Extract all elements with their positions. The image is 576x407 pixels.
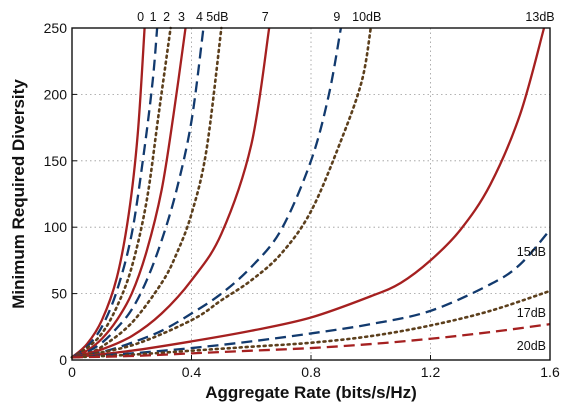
curve-labels: 0 1 2 3 4 5dB 7 9 10dB 13dB 15dB 17dB 20dB <box>137 10 555 353</box>
series-line-0 <box>71 27 146 359</box>
series-line-10db <box>70 26 373 359</box>
y-ticks: 0 50 100 150 200 250 <box>44 20 77 368</box>
series-line-7 <box>71 27 271 359</box>
series-line-3 <box>71 27 187 359</box>
series-line-1 <box>71 27 159 359</box>
x-tick-label: 1.2 <box>421 364 441 380</box>
y-tick-label: 0 <box>59 352 67 368</box>
grid <box>72 28 550 360</box>
curve-label: 15dB <box>517 245 546 259</box>
y-axis-title: Minimum Required Diversity <box>9 79 28 309</box>
curve-label: 0 <box>137 10 144 24</box>
series-line-4 <box>71 27 205 359</box>
x-tick-label: 1.6 <box>540 364 560 380</box>
curve-label: 5dB <box>206 10 228 24</box>
curve-label: 13dB <box>525 10 554 24</box>
series-line-9 <box>71 27 343 359</box>
x-tick-label: 0.4 <box>182 364 202 380</box>
series-line-20db <box>71 323 551 359</box>
y-tick-label: 150 <box>44 153 68 169</box>
curve-label: 7 <box>262 10 269 24</box>
series-line-13db <box>71 27 546 359</box>
series-line-2 <box>70 26 172 359</box>
y-tick-label: 250 <box>44 20 68 36</box>
curve-label: 3 <box>178 10 185 24</box>
curve-label: 4 <box>196 10 203 24</box>
curve-label: 17dB <box>517 306 546 320</box>
y-tick-label: 200 <box>44 86 68 102</box>
x-tick-label: 0 <box>68 364 76 380</box>
curves <box>70 26 552 359</box>
curve-label: 9 <box>333 10 340 24</box>
curve-label: 2 <box>163 10 170 24</box>
x-axis-title: Aggregate Rate (bits/s/Hz) <box>205 383 417 402</box>
curve-label: 1 <box>150 10 157 24</box>
curve-label: 20dB <box>517 339 546 353</box>
series-line-17db <box>70 289 552 359</box>
y-tick-label: 50 <box>51 286 67 302</box>
x-tick-label: 0.8 <box>301 364 321 380</box>
y-tick-label: 100 <box>44 219 68 235</box>
series-line-15db <box>71 229 551 359</box>
x-ticks: 0 0.4 0.8 1.2 1.6 <box>68 355 560 380</box>
curve-label: 10dB <box>352 10 381 24</box>
